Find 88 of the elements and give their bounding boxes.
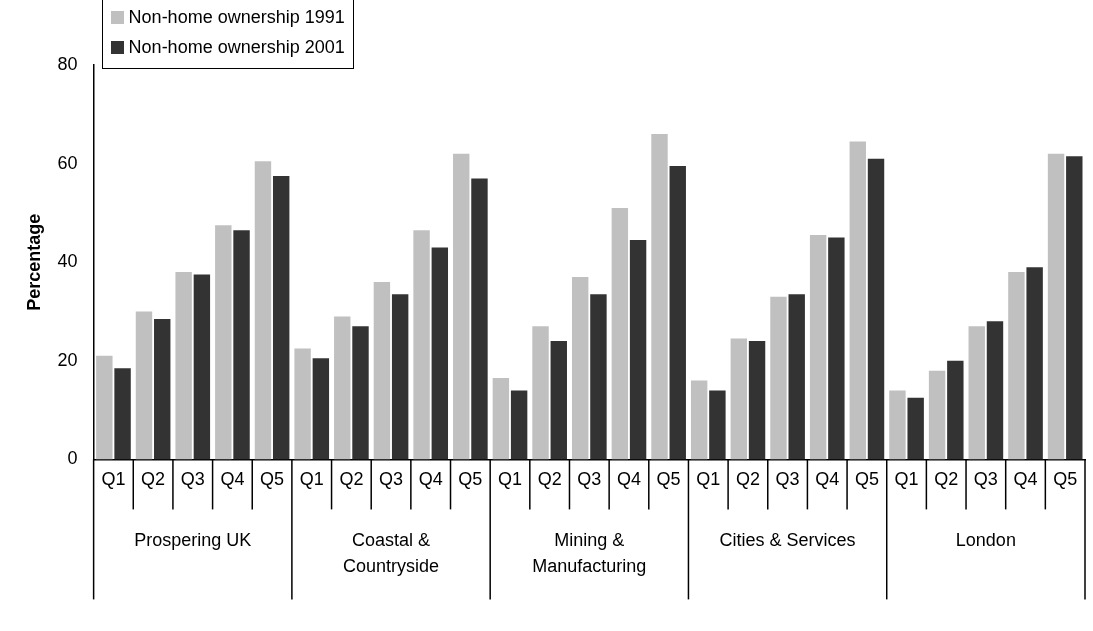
x-tick-label: Q3 [973, 469, 998, 490]
bar [788, 294, 805, 460]
bar [193, 274, 211, 460]
bar [1008, 272, 1025, 460]
bar [669, 166, 686, 460]
x-tick-label: Q2 [735, 469, 760, 490]
bar [809, 235, 827, 460]
bar [96, 355, 113, 460]
x-tick-label: Q3 [180, 469, 205, 490]
bar [373, 281, 391, 460]
bar [175, 272, 192, 460]
bar [1047, 153, 1065, 460]
x-tick-label: Q5 [1053, 469, 1078, 490]
x-tick-label: Q2 [537, 469, 562, 490]
legend-label: Non-home ownership 2001 [128, 37, 345, 57]
bar [254, 161, 272, 460]
bar [294, 348, 311, 460]
x-tick-label: Q1 [696, 469, 721, 490]
bar [986, 321, 1004, 460]
x-tick-label: Q3 [379, 469, 404, 490]
bar [629, 240, 647, 460]
bar [709, 390, 726, 460]
y-tick-label: 0 [67, 448, 78, 469]
x-tick-label: Q3 [577, 469, 602, 490]
x-tick-label: Q4 [616, 469, 641, 490]
x-tick-label: Q5 [458, 469, 483, 490]
bar [413, 230, 430, 460]
bar [1026, 267, 1043, 460]
bar [928, 370, 946, 460]
y-tick-label: 60 [57, 152, 78, 173]
bar [215, 225, 232, 460]
bar [510, 390, 528, 460]
bar [889, 390, 906, 460]
bar [233, 230, 250, 460]
bar [968, 326, 985, 460]
y-tick-label: 40 [57, 251, 78, 272]
x-tick-label: Q3 [775, 469, 800, 490]
bar [352, 326, 369, 460]
bar [730, 338, 748, 460]
bar [114, 368, 131, 460]
bar [532, 326, 549, 460]
x-tick-label: Q2 [141, 469, 166, 490]
x-tick-label: Q1 [497, 469, 523, 490]
x-tick-label: Q1 [299, 469, 324, 490]
bar [312, 358, 330, 460]
x-tick-label: Q2 [934, 469, 959, 490]
bar [492, 378, 510, 460]
x-tick-label: Q4 [220, 469, 245, 490]
x-tick-label: Q2 [339, 469, 364, 490]
bar [947, 360, 964, 460]
bar [849, 141, 866, 460]
text: London [955, 530, 1016, 551]
text: Cities & Services [719, 530, 856, 551]
bar [571, 276, 589, 460]
bar [651, 134, 668, 460]
bar [471, 178, 488, 460]
bar [770, 296, 787, 460]
bar [453, 153, 470, 460]
bar [867, 158, 885, 460]
bar [611, 207, 629, 460]
bar [828, 237, 845, 460]
x-tick-label: Q5 [656, 469, 681, 490]
x-tick-label: Q1 [101, 469, 126, 490]
text: Mining & Manufacturing [532, 530, 647, 577]
x-tick-label: Q4 [1013, 469, 1038, 490]
bar [748, 341, 766, 460]
y-axis-title: Percentage [23, 213, 44, 311]
bar [135, 311, 153, 460]
text: Prospering UK [134, 530, 252, 551]
y-tick-label: 20 [57, 349, 78, 370]
bar [431, 247, 449, 460]
x-tick-label: Q4 [418, 469, 443, 490]
legend-label: Non-home ownership 1991 [128, 7, 345, 27]
x-tick-label: Q5 [260, 469, 285, 490]
bar [1066, 156, 1083, 460]
bar [272, 175, 290, 460]
x-tick-label: Q1 [894, 469, 919, 490]
bar [391, 294, 409, 460]
bar [907, 397, 924, 460]
bar [154, 318, 171, 460]
bar [590, 294, 607, 460]
x-tick-label: Q4 [815, 469, 840, 490]
bar [690, 380, 708, 460]
x-tick-label: Q5 [854, 469, 879, 490]
bar [550, 341, 567, 460]
text: Coastal & Countryside [343, 530, 440, 577]
bar [334, 316, 351, 460]
y-tick-label: 80 [57, 53, 78, 74]
